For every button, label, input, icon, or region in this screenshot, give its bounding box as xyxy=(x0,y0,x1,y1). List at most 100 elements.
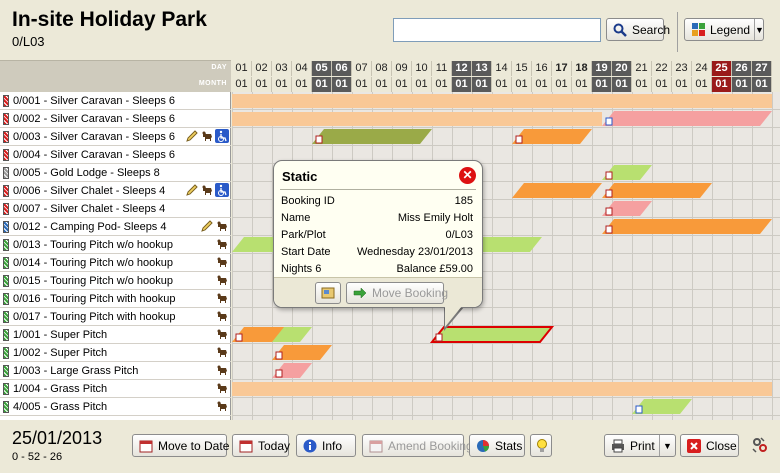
booking-bar[interactable] xyxy=(602,111,772,126)
month-header-cell[interactable]: 01 xyxy=(432,77,452,92)
unit-row[interactable]: 1/001 - Super Pitch xyxy=(0,326,231,344)
day-header-cell[interactable]: 27 xyxy=(752,61,772,76)
day-header-cell[interactable]: 02 xyxy=(252,61,272,76)
month-header-cell[interactable]: 01 xyxy=(592,77,612,92)
day-header-cell[interactable]: 22 xyxy=(652,61,672,76)
month-header-cell[interactable]: 01 xyxy=(652,77,672,92)
month-header-cell[interactable]: 01 xyxy=(312,77,332,92)
day-header-cell[interactable]: 01 xyxy=(232,61,252,76)
day-header-cell[interactable]: 19 xyxy=(592,61,612,76)
month-header-cell[interactable]: 01 xyxy=(532,77,552,92)
month-header-cell[interactable]: 01 xyxy=(352,77,372,92)
day-header-cell[interactable]: 05 xyxy=(312,61,332,76)
unit-row[interactable]: 0/015 - Touring Pitch w/o hookup xyxy=(0,272,231,290)
booking-bar[interactable] xyxy=(312,129,432,144)
day-header-cell[interactable]: 12 xyxy=(452,61,472,76)
unit-row[interactable]: 0/007 - Silver Chalet - Sleeps 4 xyxy=(0,200,231,218)
day-header-cell[interactable]: 25 xyxy=(712,61,732,76)
unit-row[interactable]: 0/014 - Touring Pitch w/o hookup xyxy=(0,254,231,272)
booking-bar[interactable] xyxy=(602,219,772,234)
chevron-down-icon[interactable]: ▼ xyxy=(754,19,764,40)
settings-icon[interactable] xyxy=(752,437,768,453)
stats-button[interactable]: Stats xyxy=(469,434,525,457)
close-icon[interactable]: ✕ xyxy=(459,167,476,184)
booking-bar[interactable] xyxy=(632,399,692,414)
day-header-cell[interactable]: 16 xyxy=(532,61,552,76)
month-header-cell[interactable]: 01 xyxy=(552,77,572,92)
day-header-cell[interactable]: 23 xyxy=(672,61,692,76)
unit-row[interactable]: 0/017 - Touring Pitch with hookup xyxy=(0,308,231,326)
booking-bar[interactable] xyxy=(602,201,652,216)
month-header-cell[interactable]: 01 xyxy=(272,77,292,92)
legend-button[interactable]: Legend ▼ xyxy=(684,18,764,41)
close-button[interactable]: Close xyxy=(680,434,739,457)
tip-button[interactable] xyxy=(530,434,552,457)
unit-row[interactable]: 0/002 - Silver Caravan - Sleeps 6 xyxy=(0,110,231,128)
month-header-cell[interactable]: 01 xyxy=(252,77,272,92)
month-header-cell[interactable]: 01 xyxy=(732,77,752,92)
unit-row[interactable]: 4/005 - Grass Pitch xyxy=(0,398,231,416)
booking-bar[interactable] xyxy=(602,165,652,180)
today-button[interactable]: Today xyxy=(232,434,290,457)
day-header-cell[interactable]: 10 xyxy=(412,61,432,76)
month-header-cell[interactable]: 01 xyxy=(512,77,532,92)
booking-bar[interactable] xyxy=(512,183,602,198)
day-header-cell[interactable]: 11 xyxy=(432,61,452,76)
month-header-cell[interactable]: 01 xyxy=(632,77,652,92)
month-header-cell[interactable]: 01 xyxy=(372,77,392,92)
month-header-cell[interactable]: 01 xyxy=(572,77,592,92)
unit-row[interactable]: 0/016 - Touring Pitch with hookup xyxy=(0,290,231,308)
day-header-cell[interactable]: 07 xyxy=(352,61,372,76)
day-header-cell[interactable]: 15 xyxy=(512,61,532,76)
chevron-down-icon[interactable]: ▼ xyxy=(659,435,675,456)
booking-bar[interactable] xyxy=(272,345,332,360)
booking-bar[interactable] xyxy=(272,327,312,342)
day-header-cell[interactable]: 17 xyxy=(552,61,572,76)
amend-booking-button[interactable]: Amend Booking xyxy=(362,434,473,457)
unit-row[interactable]: 0/001 - Silver Caravan - Sleeps 6 xyxy=(0,92,231,110)
month-header-cell[interactable]: 01 xyxy=(412,77,432,92)
month-header-cell[interactable]: 01 xyxy=(752,77,772,92)
unit-row[interactable]: 0/012 - Camping Pod- Sleeps 4 xyxy=(0,218,231,236)
unit-row[interactable]: 1/003 - Large Grass Pitch xyxy=(0,362,231,380)
month-header-cell[interactable]: 01 xyxy=(492,77,512,92)
unit-row[interactable]: 0/013 - Touring Pitch w/o hookup xyxy=(0,236,231,254)
day-header-cell[interactable]: 14 xyxy=(492,61,512,76)
day-header-cell[interactable]: 24 xyxy=(692,61,712,76)
booking-band[interactable] xyxy=(232,94,772,108)
move-booking-button[interactable]: Move Booking xyxy=(346,282,448,304)
booking-bar[interactable] xyxy=(602,183,712,198)
month-header-cell[interactable]: 01 xyxy=(712,77,732,92)
unit-row[interactable]: 0/003 - Silver Caravan - Sleeps 6 xyxy=(0,128,231,146)
month-header-cell[interactable]: 01 xyxy=(332,77,352,92)
day-header-cell[interactable]: 06 xyxy=(332,61,352,76)
search-input[interactable] xyxy=(393,18,601,42)
day-header-cell[interactable]: 08 xyxy=(372,61,392,76)
unit-row[interactable]: 0/004 - Silver Caravan - Sleeps 6 xyxy=(0,146,231,164)
unit-row[interactable]: 0/005 - Gold Lodge - Sleeps 8 xyxy=(0,164,231,182)
day-header-cell[interactable]: 13 xyxy=(472,61,492,76)
month-header-cell[interactable]: 01 xyxy=(612,77,632,92)
month-header-cell[interactable]: 01 xyxy=(292,77,312,92)
booking-band[interactable] xyxy=(232,112,602,126)
move-to-date-button[interactable]: Move to Date xyxy=(132,434,229,457)
day-header-cell[interactable]: 03 xyxy=(272,61,292,76)
unit-row[interactable]: 1/002 - Super Pitch xyxy=(0,344,231,362)
month-header-cell[interactable]: 01 xyxy=(672,77,692,92)
notes-button[interactable] xyxy=(315,282,341,304)
unit-row[interactable]: 1/004 - Grass Pitch xyxy=(0,380,231,398)
day-header-cell[interactable]: 18 xyxy=(572,61,592,76)
month-header-cell[interactable]: 01 xyxy=(392,77,412,92)
day-header-cell[interactable]: 26 xyxy=(732,61,752,76)
info-button[interactable]: Info xyxy=(296,434,356,457)
booking-bar[interactable] xyxy=(512,129,592,144)
booking-band[interactable] xyxy=(232,382,772,396)
month-header-cell[interactable]: 01 xyxy=(472,77,492,92)
month-header-cell[interactable]: 01 xyxy=(232,77,252,92)
day-header-cell[interactable]: 21 xyxy=(632,61,652,76)
unit-row[interactable]: 0/006 - Silver Chalet - Sleeps 4 xyxy=(0,182,231,200)
search-button[interactable]: Search xyxy=(606,18,670,41)
month-header-cell[interactable]: 01 xyxy=(692,77,712,92)
day-header-cell[interactable]: 04 xyxy=(292,61,312,76)
day-header-cell[interactable]: 09 xyxy=(392,61,412,76)
